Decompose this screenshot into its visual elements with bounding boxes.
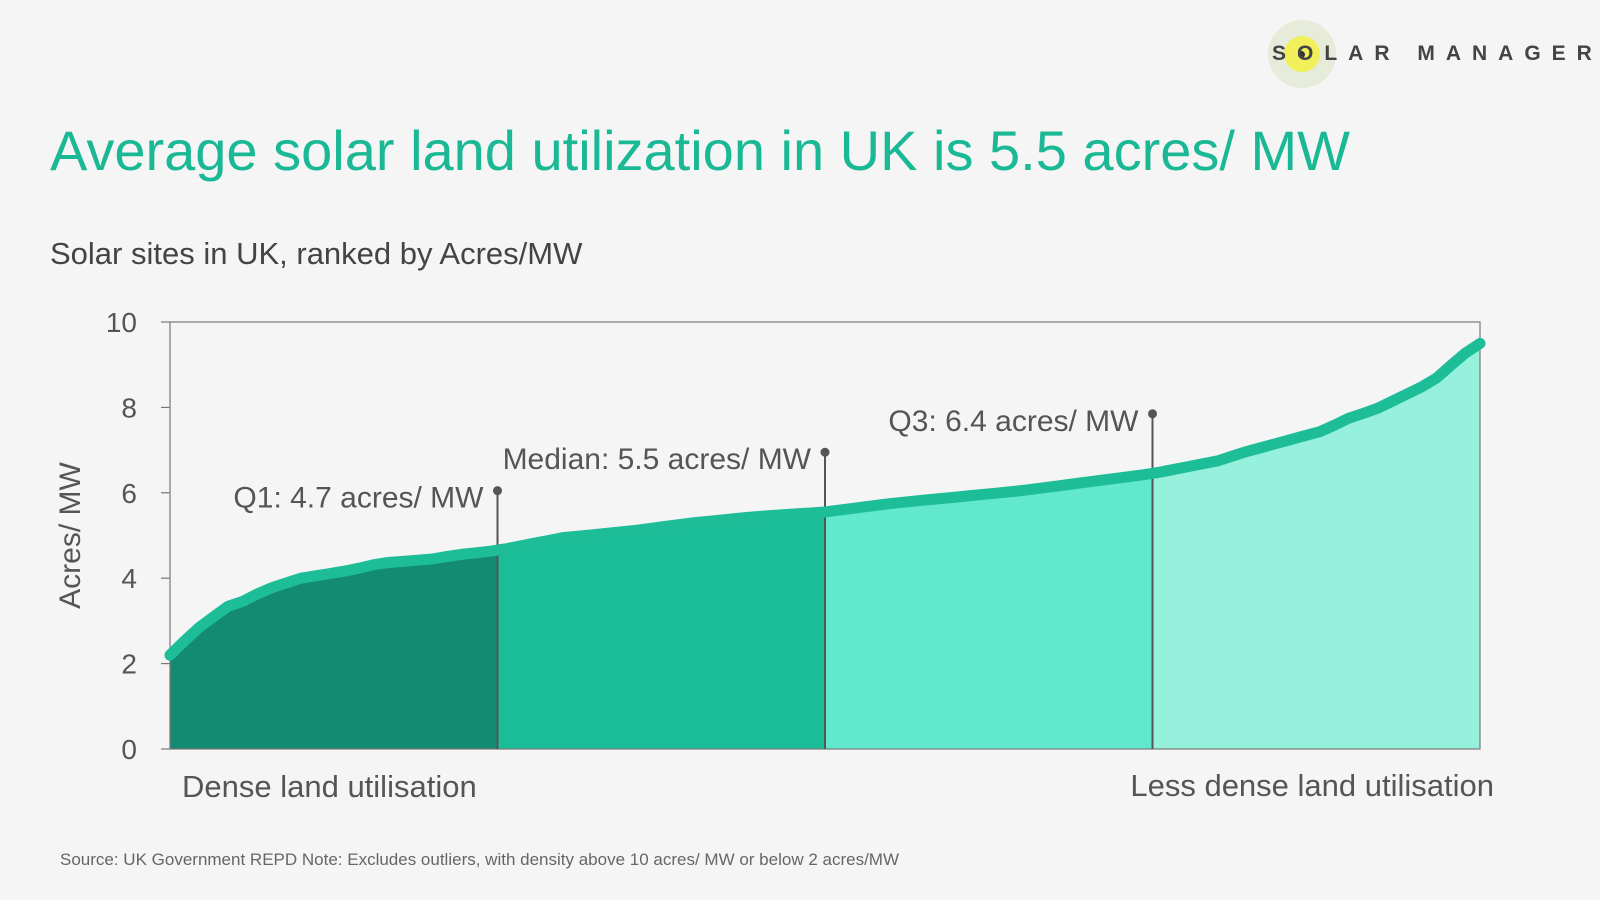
y-tick-label: 8 — [121, 392, 137, 423]
y-tick-label: 4 — [121, 563, 137, 594]
quartile-label-3: Q3: 6.4 acres/ MW — [888, 405, 1139, 438]
quartile-fill-3 — [825, 473, 1153, 749]
quartile-fill-1 — [170, 550, 498, 749]
quartile-label-2: Median: 5.5 acres/ MW — [503, 443, 812, 476]
y-axis-title: Acres/ MW — [54, 461, 87, 608]
y-tick-label: 10 — [106, 307, 137, 338]
y-tick-label: 0 — [121, 734, 137, 765]
x-left-label: Dense land utilisation — [182, 769, 477, 804]
series-group — [164, 337, 1486, 661]
brand-logo: SOLAR MANAGER — [1268, 20, 1600, 88]
logo-dot — [1298, 51, 1305, 58]
source-note: Source: UK Government REPD Note: Exclude… — [60, 850, 899, 869]
quartile-marker-dot — [1148, 409, 1157, 419]
y-tick-label: 6 — [121, 478, 137, 509]
chart-subtitle: Solar sites in UK, ranked by Acres/MW — [50, 236, 583, 271]
quartile-marker-dot — [820, 447, 830, 457]
quartile-label-1: Q1: 4.7 acres/ MW — [233, 482, 484, 515]
quartile-fill-4 — [1152, 343, 1480, 749]
series-line — [164, 337, 1486, 661]
brand-name: SOLAR MANAGER — [1272, 42, 1600, 65]
quartile-fill-2 — [497, 512, 825, 749]
x-right-label: Less dense land utilisation — [1130, 768, 1494, 803]
quartile-fills — [170, 343, 1480, 749]
quartile-marker-dot — [493, 486, 502, 496]
y-tick-label: 2 — [121, 649, 137, 680]
headline: Average solar land utilization in UK is … — [50, 119, 1350, 182]
